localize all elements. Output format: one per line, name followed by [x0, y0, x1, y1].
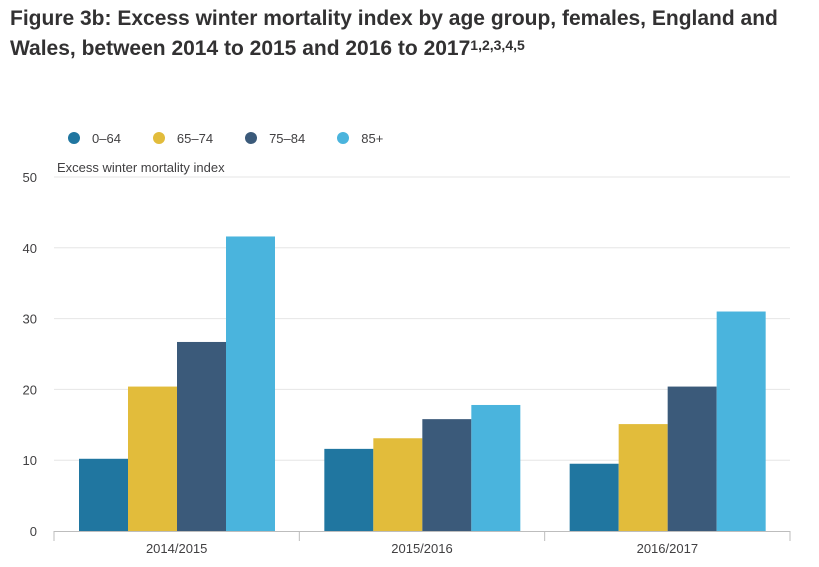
chart-title-text: Figure 3b: Excess winter mortality index…	[10, 7, 778, 60]
legend-item-3[interactable]: 85+	[337, 131, 383, 146]
bar-2-2	[667, 386, 717, 531]
bar-0-1	[128, 386, 177, 531]
legend-label: 75–84	[269, 130, 306, 146]
legend-label: 65–74	[176, 130, 214, 146]
legend-item-2[interactable]: 75–84	[245, 131, 305, 146]
legend-item-0[interactable]: 0–64	[68, 131, 121, 146]
bar-1-3	[471, 404, 521, 531]
y-tick-label: 50	[23, 170, 37, 185]
bar-0-2	[177, 341, 226, 531]
legend-swatch-icon	[68, 132, 80, 144]
x-tick-label: 2014/2015	[146, 541, 207, 556]
legend-swatch-icon	[337, 132, 350, 144]
legend-swatch-icon	[152, 132, 165, 144]
y-tick-label: 40	[23, 241, 37, 256]
bar-1-1	[373, 438, 423, 531]
x-tick-label: 2016/2017	[637, 541, 698, 556]
legend-label: 0–64	[92, 130, 121, 146]
bar-2-0	[569, 463, 619, 531]
bar-2-3	[716, 311, 766, 531]
legend-label: 85+	[361, 130, 384, 146]
y-tick-label: 20	[23, 382, 37, 397]
y-tick-label: 30	[23, 312, 37, 327]
bar-2-1	[618, 424, 668, 531]
x-tick-label: 2015/2016	[391, 541, 452, 556]
bar-1-2	[422, 419, 472, 531]
y-tick-label: 0	[30, 524, 37, 539]
bar-0-0	[79, 458, 128, 531]
bar-0-3	[226, 236, 275, 532]
chart-title-footnotes: 1,2,3,4,5	[470, 37, 525, 53]
y-tick-label: 10	[23, 453, 37, 468]
bar-1-0	[324, 448, 374, 531]
legend-swatch-icon	[245, 132, 258, 144]
legend-item-1[interactable]: 65–74	[152, 130, 214, 146]
y-axis-title: Excess winter mortality index	[57, 160, 225, 175]
chart-title: Figure 3b: Excess winter mortality index…	[10, 4, 810, 64]
chart-legend: 0–64 65–74 75–84 85+	[68, 128, 415, 148]
